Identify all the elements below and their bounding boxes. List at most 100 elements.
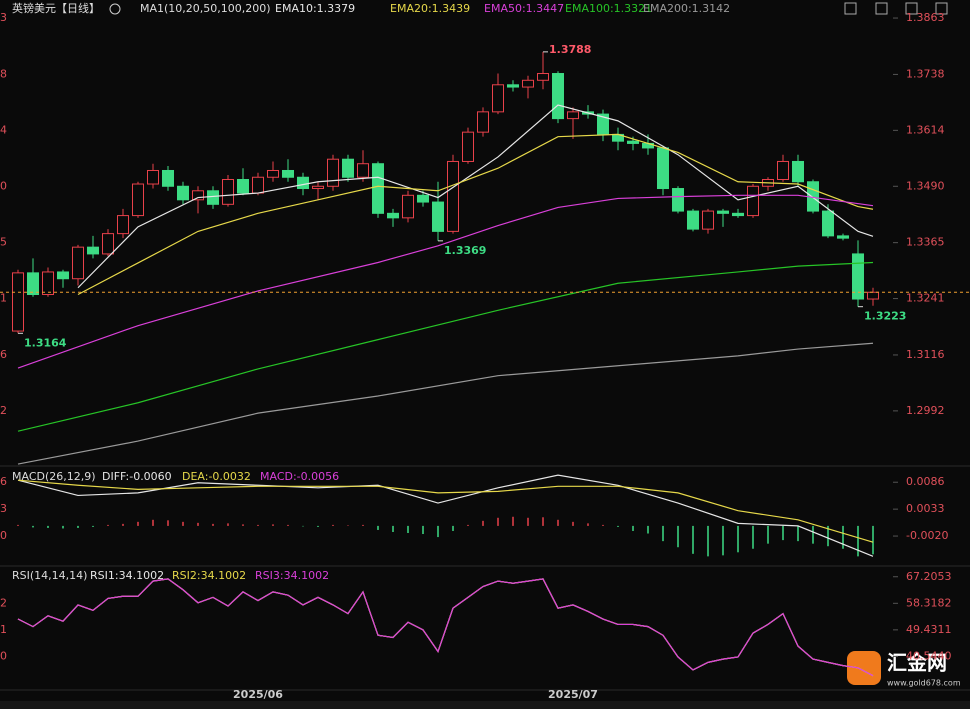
x-tick-label: 2025/06	[233, 688, 283, 701]
indicator-line	[77, 104, 874, 289]
candle-body	[42, 271, 54, 296]
toolbar	[0, 701, 970, 709]
left-tick-label: 1	[0, 623, 7, 636]
y-tick-label: 1.3116	[906, 348, 945, 361]
candle-body	[102, 233, 114, 255]
left-tick-label: 0	[0, 529, 7, 542]
logo-url: www.gold678.com	[887, 679, 961, 688]
candle-body	[132, 183, 144, 217]
annotation-label: 1.3223	[864, 310, 906, 323]
candle-body	[327, 158, 339, 187]
candle-body	[162, 169, 174, 187]
candle-body	[402, 194, 414, 219]
legend-entry: EMA100:1.3321	[565, 2, 652, 15]
left-tick-label: 2	[0, 596, 7, 609]
candle-body	[342, 158, 354, 178]
candle-body	[627, 140, 639, 144]
annotation-label: 1.3788	[549, 43, 591, 56]
y-tick-label: 1.2992	[906, 404, 945, 417]
left-tick-label: 3	[0, 11, 7, 24]
candle-body	[702, 210, 714, 230]
y-tick-label: 67.2053	[906, 570, 952, 583]
y-tick-label: 0.0086	[906, 475, 945, 488]
candle-body	[57, 271, 69, 280]
candle-body	[117, 215, 129, 235]
window-icon[interactable]	[844, 2, 857, 15]
indicator-line	[17, 261, 874, 432]
legend-entry: EMA50:1.3447	[484, 2, 564, 15]
left-tick-label: 5	[0, 236, 7, 249]
panel-title: RSI(14,14,14)	[12, 569, 87, 582]
left-tick-label: 6	[0, 475, 7, 488]
candle-body	[867, 291, 879, 300]
legend-entry: MACD:-0.0056	[260, 470, 339, 483]
left-tick-label: 6	[0, 348, 7, 361]
candle-body	[522, 79, 534, 88]
candle-body	[252, 176, 264, 194]
candle-body	[417, 194, 429, 203]
window-icon[interactable]	[875, 2, 888, 15]
indicator-line	[17, 578, 874, 677]
candle-body	[567, 111, 579, 120]
candle-body	[267, 169, 279, 178]
candle-body	[72, 246, 84, 280]
candle-body	[747, 185, 759, 217]
y-tick-label: 1.3490	[906, 179, 945, 192]
indicator-line	[17, 479, 874, 543]
y-tick-label: 0.0033	[906, 502, 945, 515]
candle-body	[297, 176, 309, 190]
candle-body	[432, 201, 444, 232]
legend-entry: EMA10:1.3379	[275, 2, 355, 15]
y-tick-label: 1.3863	[906, 11, 945, 24]
legend-entry: EMA20:1.3439	[390, 2, 470, 15]
left-tick-label: 0	[0, 179, 7, 192]
candle-body	[192, 190, 204, 201]
candle-body	[837, 235, 849, 239]
candle-body	[147, 169, 159, 185]
candle-body	[282, 169, 294, 178]
candle-body	[207, 190, 219, 205]
window-icon[interactable]	[935, 2, 948, 15]
logo-name: 汇金网	[887, 651, 947, 675]
left-tick-label: 3	[0, 502, 7, 515]
candle-body	[357, 163, 369, 178]
candle-body	[777, 160, 789, 181]
settings-icon[interactable]	[109, 3, 121, 15]
panel-title: 英镑美元【日线】	[12, 1, 100, 15]
logo: 汇金网 www.gold678.com	[847, 651, 961, 688]
candle-body	[657, 147, 669, 190]
candle-body	[672, 188, 684, 212]
candle-body	[822, 210, 834, 237]
logo-badge	[847, 651, 881, 685]
candle-body	[87, 246, 99, 255]
candle-body	[222, 179, 234, 205]
legend-entry: EMA200:1.3142	[643, 2, 730, 15]
candle-body	[312, 185, 324, 190]
candle-body	[477, 111, 489, 133]
candle-body	[687, 210, 699, 230]
indicator-label: MA1(10,20,50,100,200)	[140, 2, 271, 15]
window-icon[interactable]	[905, 2, 918, 15]
candle-body	[537, 73, 549, 81]
candle-body	[507, 84, 519, 88]
left-tick-label: 2	[0, 404, 7, 417]
candle-body	[462, 131, 474, 162]
indicator-line	[17, 474, 874, 557]
left-tick-label: 8	[0, 67, 7, 80]
candle-body	[447, 160, 459, 232]
candle-body	[12, 272, 24, 332]
y-tick-label: 58.3182	[906, 596, 952, 609]
candle-body	[717, 210, 729, 214]
legend-entry: RSI1:34.1002	[90, 569, 164, 582]
y-tick-label: 1.3738	[906, 67, 945, 80]
y-tick-label: 40.5440	[906, 649, 952, 662]
left-tick-label: 1	[0, 292, 7, 305]
y-tick-label: 1.3614	[906, 123, 945, 136]
annotation-label: 1.3164	[24, 336, 67, 349]
y-tick-label: -0.0020	[906, 529, 948, 542]
candle-body	[792, 160, 804, 183]
indicator-line	[17, 194, 874, 369]
